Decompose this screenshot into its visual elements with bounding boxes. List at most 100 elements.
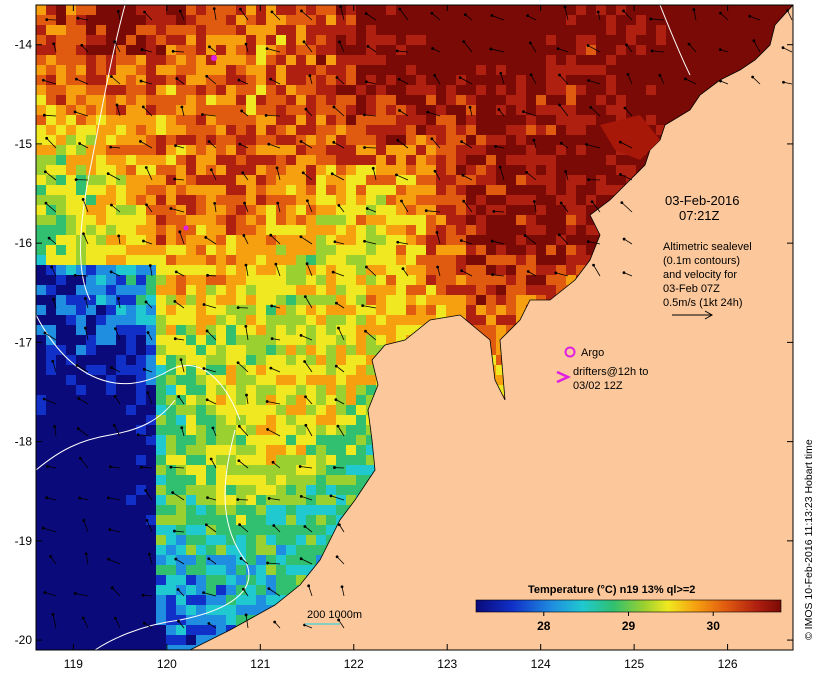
sst-cell xyxy=(306,425,316,435)
sst-cell xyxy=(316,15,326,25)
sst-cell xyxy=(76,95,86,105)
sst-cell xyxy=(46,375,56,385)
sst-cell xyxy=(276,285,286,295)
sst-cell xyxy=(446,65,456,75)
sst-cell xyxy=(106,115,116,125)
sst-cell xyxy=(186,605,196,615)
sst-cell xyxy=(326,225,336,235)
sst-cell xyxy=(106,375,116,385)
sst-cell xyxy=(36,75,46,85)
sst-cell xyxy=(206,255,216,265)
sst-cell xyxy=(346,355,356,365)
velocity-arrow xyxy=(527,15,537,21)
sst-cell xyxy=(316,135,326,145)
sst-cell xyxy=(296,25,306,35)
sst-cell xyxy=(296,565,306,575)
sst-cell xyxy=(36,525,46,535)
sst-cell xyxy=(376,35,386,45)
sst-cell xyxy=(716,55,726,65)
sst-cell xyxy=(516,265,526,275)
sst-cell xyxy=(156,215,166,225)
sst-cell xyxy=(176,105,186,115)
sst-cell xyxy=(256,305,266,315)
sst-cell xyxy=(246,395,256,405)
sst-cell xyxy=(206,615,216,625)
sst-cell xyxy=(306,35,316,45)
sst-cell xyxy=(776,5,786,15)
sst-cell xyxy=(356,485,366,495)
sst-cell xyxy=(96,125,106,135)
sst-cell xyxy=(606,35,616,45)
sst-cell xyxy=(466,95,476,105)
sst-cell xyxy=(206,335,216,345)
sst-cell xyxy=(206,185,216,195)
sst-cell xyxy=(476,185,486,195)
sst-cell xyxy=(166,155,176,165)
sst-cell xyxy=(46,575,56,585)
sst-cell xyxy=(296,95,306,105)
sst-cell xyxy=(216,65,226,75)
sst-cell xyxy=(656,105,666,115)
sst-cell xyxy=(416,215,426,225)
sst-cell xyxy=(276,225,286,235)
sst-cell xyxy=(216,255,226,265)
sst-cell xyxy=(56,495,66,505)
sst-cell xyxy=(466,15,476,25)
sst-cell xyxy=(286,215,296,225)
sst-cell xyxy=(556,265,566,275)
sst-cell xyxy=(86,45,96,55)
sst-cell xyxy=(466,65,476,75)
sst-cell xyxy=(546,155,556,165)
sst-cell xyxy=(76,105,86,115)
sst-cell xyxy=(596,65,606,75)
sst-cell xyxy=(356,405,366,415)
sst-cell xyxy=(226,65,236,75)
sst-cell xyxy=(316,495,326,505)
sst-cell xyxy=(106,135,116,145)
sst-cell xyxy=(66,145,76,155)
sst-cell xyxy=(236,45,246,55)
sst-cell xyxy=(106,505,116,515)
sst-cell xyxy=(656,115,666,125)
sst-cell xyxy=(146,285,156,295)
sst-cell xyxy=(226,95,236,105)
sst-cell xyxy=(246,285,256,295)
sst-cell xyxy=(596,45,606,55)
sst-cell xyxy=(286,145,296,155)
sst-cell xyxy=(446,295,456,305)
sst-cell xyxy=(536,185,546,195)
sst-cell xyxy=(296,145,306,155)
sst-cell xyxy=(356,455,366,465)
sst-cell xyxy=(656,85,666,95)
sst-cell xyxy=(446,285,456,295)
sst-cell xyxy=(286,35,296,45)
velocity-arrow-head xyxy=(178,9,182,13)
sst-cell xyxy=(76,125,86,135)
sst-cell xyxy=(136,135,146,145)
sst-cell xyxy=(716,25,726,35)
sst-cell xyxy=(496,215,506,225)
sst-cell xyxy=(436,15,446,25)
sst-cell xyxy=(286,475,296,485)
sst-cell xyxy=(76,485,86,495)
sst-cell xyxy=(166,275,176,285)
sst-cell xyxy=(486,165,496,175)
sst-cell xyxy=(346,65,356,75)
sst-cell xyxy=(446,105,456,115)
sst-cell xyxy=(256,205,266,215)
sst-cell xyxy=(446,265,456,275)
sst-cell xyxy=(446,135,456,145)
sst-cell xyxy=(296,365,306,375)
sst-cell xyxy=(56,15,66,25)
velocity-arrow-head xyxy=(45,18,49,22)
sst-cell xyxy=(246,545,256,555)
sst-cell xyxy=(36,475,46,485)
sst-cell xyxy=(236,145,246,155)
sst-cell xyxy=(156,435,166,445)
sst-cell xyxy=(606,5,616,15)
sst-cell xyxy=(46,305,56,315)
sst-cell xyxy=(126,195,136,205)
sst-cell xyxy=(256,595,266,605)
sst-cell xyxy=(76,145,86,155)
sst-cell xyxy=(286,65,296,75)
